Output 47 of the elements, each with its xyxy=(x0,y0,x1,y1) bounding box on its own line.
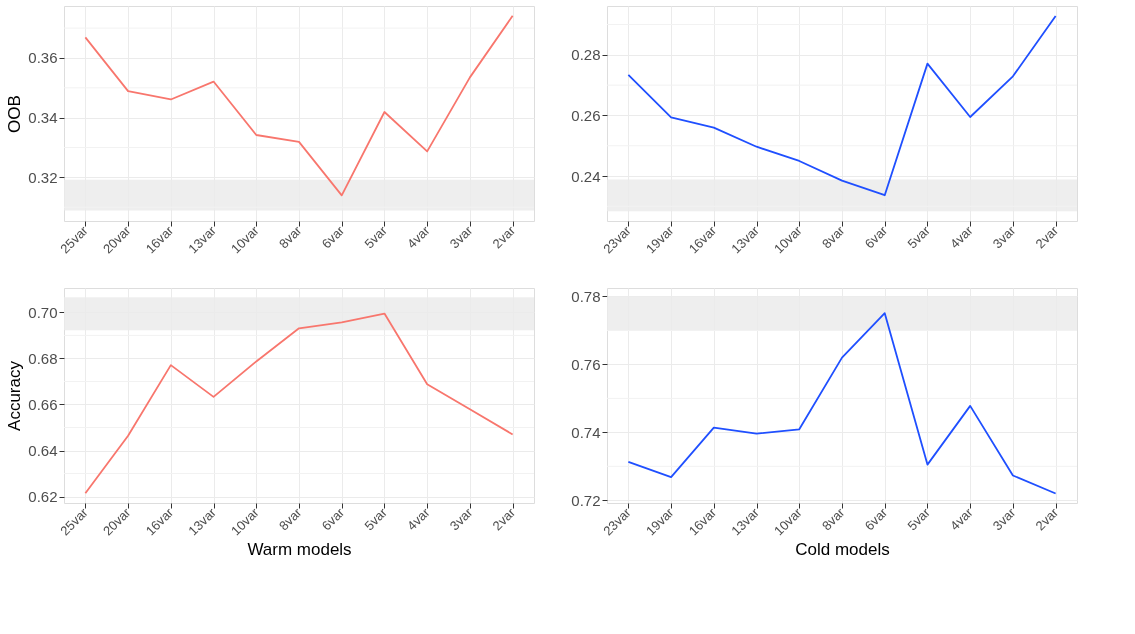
x-tick-label: 5var xyxy=(904,504,934,534)
x-tick-label: 2var xyxy=(489,222,519,252)
y-tick-label: 0.36 xyxy=(28,49,58,67)
x-tick-label: 5var xyxy=(361,222,391,252)
y-tick-label: 0.72 xyxy=(571,491,601,509)
y-tick-label: 0.78 xyxy=(571,287,601,305)
x-tick-label: 6var xyxy=(318,222,348,252)
x-tick-label: 3var xyxy=(989,222,1019,252)
x-tick-label: 4var xyxy=(947,222,977,252)
y-tick-label: 0.66 xyxy=(28,395,58,413)
y-tick-label: 0.32 xyxy=(28,168,58,186)
x-tick-label: 3var xyxy=(446,222,476,252)
x-tick-label: 5var xyxy=(904,222,934,252)
x-tick-label: 4var xyxy=(404,504,434,534)
y-tick-label: 0.70 xyxy=(28,303,58,321)
x-tick-label: 2var xyxy=(1032,504,1062,534)
y-tick-label: 0.64 xyxy=(28,442,58,460)
x-tick-label: 6var xyxy=(861,504,891,534)
y-tick-label: 0.74 xyxy=(571,423,601,441)
x-tick-label: 4var xyxy=(404,222,434,252)
y-tick-label: 0.26 xyxy=(571,106,601,124)
y-axis-title: OOB xyxy=(5,95,25,133)
x-tick-label: 8var xyxy=(818,504,848,534)
x-tick-label: 3var xyxy=(989,504,1019,534)
x-axis-title: Cold models xyxy=(795,540,890,560)
x-tick-label: 6var xyxy=(318,504,348,534)
x-tick-label: 8var xyxy=(275,504,305,534)
x-tick-label: 8var xyxy=(275,222,305,252)
y-axis-title: Accuracy xyxy=(5,360,25,431)
line-series xyxy=(627,312,1057,495)
y-tick-label: 0.68 xyxy=(28,349,58,367)
y-tick-label: 0.28 xyxy=(571,46,601,64)
y-tick-label: 0.34 xyxy=(28,109,58,127)
line-series xyxy=(627,15,1057,197)
x-axis-title: Warm models xyxy=(247,540,352,560)
x-tick-label: 2var xyxy=(489,504,519,534)
line-series xyxy=(84,14,514,197)
x-tick-label: 4var xyxy=(947,504,977,534)
x-tick-label: 3var xyxy=(446,504,476,534)
y-tick-label: 0.24 xyxy=(571,167,601,185)
x-tick-label: 8var xyxy=(818,222,848,252)
y-tick-label: 0.76 xyxy=(571,355,601,373)
x-tick-label: 5var xyxy=(361,504,391,534)
x-tick-label: 6var xyxy=(861,222,891,252)
y-tick-label: 0.62 xyxy=(28,488,58,506)
line-series xyxy=(84,312,514,495)
x-tick-label: 2var xyxy=(1032,222,1062,252)
